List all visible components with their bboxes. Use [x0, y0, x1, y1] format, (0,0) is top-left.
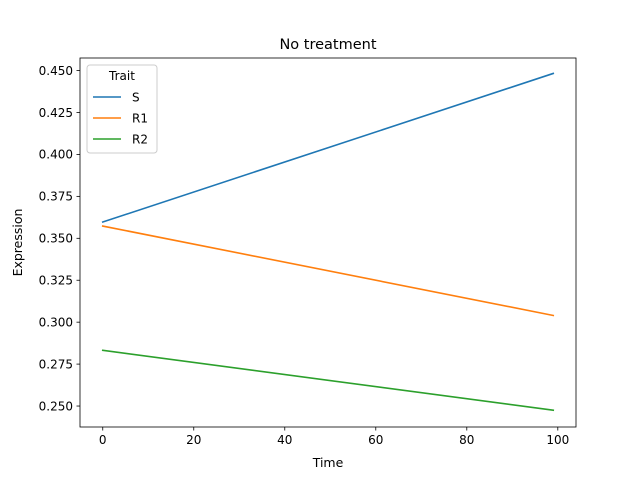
legend-box [86, 64, 158, 154]
y-axis-label: Expression [10, 209, 25, 277]
series-line-r1 [101, 225, 555, 317]
legend-label-s: S [132, 90, 140, 104]
y-tick-label: 0.350 [39, 232, 73, 246]
x-tick-label: 80 [459, 433, 474, 447]
series-layer [101, 72, 555, 412]
x-tick-label: 40 [277, 433, 292, 447]
y-tick-label: 0.325 [39, 274, 73, 288]
y-tick-label: 0.425 [39, 106, 73, 120]
series-line-s [101, 72, 555, 224]
chart-title: No treatment [279, 37, 376, 53]
x-tick-label: 100 [546, 433, 569, 447]
x-axis-label: Time [312, 455, 344, 470]
x-tick-label: 60 [368, 433, 383, 447]
y-axis: 0.250 0.275 0.300 0.325 0.350 0.375 0.400 0.425… [39, 64, 80, 413]
x-axis: 0 20 40 60 80 100 [99, 427, 569, 447]
x-tick-label: 0 [99, 433, 107, 447]
y-tick-label: 0.250 [39, 399, 73, 413]
legend-label-r1: R1 [132, 111, 148, 125]
y-tick-label: 0.300 [39, 315, 73, 329]
plot-frame [79, 57, 577, 428]
y-tick-label: 0.400 [39, 148, 73, 162]
y-tick-label: 0.450 [39, 64, 73, 78]
series-line-r2 [101, 349, 555, 412]
legend-label-r2: R2 [132, 132, 148, 146]
y-tick-label: 0.375 [39, 190, 73, 204]
y-tick-label: 0.275 [39, 357, 73, 371]
x-tick-label: 20 [186, 433, 201, 447]
legend: Trait S R1 R2 [86, 64, 158, 154]
legend-title: Trait [108, 69, 135, 83]
